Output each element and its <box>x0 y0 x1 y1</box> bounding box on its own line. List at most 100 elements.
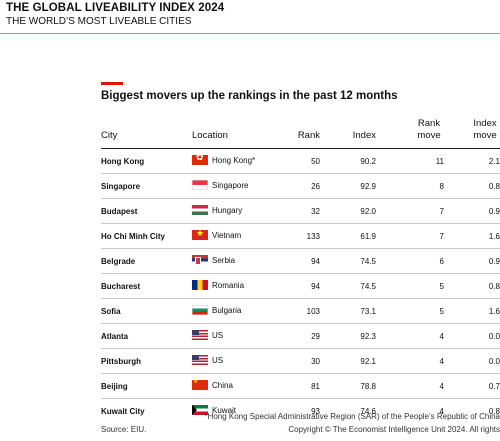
romania-flag-icon <box>192 280 208 290</box>
location-cell: Singapore <box>192 173 286 199</box>
location-label: Singapore <box>212 180 249 190</box>
city-cell: Ho Chi Minh City <box>101 223 192 249</box>
table-row: Budapest Hungary 32 92.0 7 0.9 <box>101 198 500 224</box>
rank-move-cell: 6 <box>376 248 444 274</box>
location-cell: US <box>192 348 286 374</box>
index-move-cell: 0.9 <box>444 198 500 224</box>
rank-cell: 81 <box>286 373 320 399</box>
vietnam-flag-icon <box>192 230 208 240</box>
location-label: Kuwait <box>212 405 237 415</box>
column-header-location: Location <box>192 118 286 149</box>
table-row: Atlanta US 29 92.3 4 0.0 <box>101 323 500 349</box>
source-note: Source: EIU. <box>101 425 147 434</box>
rank-cell: 29 <box>286 323 320 349</box>
table-row: Sofia Bulgaria 103 73.1 5 1.6 <box>101 298 500 324</box>
rank-cell: 103 <box>286 298 320 324</box>
rank-move-cell: 4 <box>439 406 444 416</box>
index-cell: 92.3 <box>320 323 376 349</box>
city-cell: Beijing <box>101 373 192 399</box>
serbia-flag-icon <box>192 255 208 265</box>
index-cell: 74.6 <box>360 406 376 416</box>
report-title: THE GLOBAL LIVEABILITY INDEX 2024 <box>6 2 225 14</box>
index-cell: 92.0 <box>320 198 376 224</box>
city-cell: Singapore <box>101 173 192 199</box>
rank-move-cell: 11 <box>376 148 444 174</box>
index-cell: 74.5 <box>320 273 376 299</box>
rank-move-cell: 7 <box>376 198 444 224</box>
city-cell: Bucharest <box>101 273 192 299</box>
table-row: Pittsburgh US 30 92.1 4 0.0 <box>101 348 500 374</box>
index-move-cell: 1.6 <box>444 223 500 249</box>
index-cell: 90.2 <box>320 148 376 174</box>
location-cell: Serbia <box>192 248 286 274</box>
index-move-cell: 0.0 <box>444 323 500 349</box>
index-cell: 78.8 <box>320 373 376 399</box>
singapore-flag-icon <box>192 180 208 190</box>
location-label: Hungary <box>212 205 243 215</box>
city-cell: Sofia <box>101 298 192 324</box>
city-cell: Belgrade <box>101 248 192 274</box>
copyright-note: Copyright © The Economist Intelligence U… <box>288 425 500 434</box>
hungary-flag-icon <box>192 205 208 215</box>
rank-cell: 30 <box>286 348 320 374</box>
movers-table: City Location Rank Index Rank move Index… <box>101 118 500 423</box>
city-cell: Pittsburgh <box>101 348 192 374</box>
location-cell: China <box>192 373 286 399</box>
index-move-cell: 0.9 <box>444 248 500 274</box>
table-row: Ho Chi Minh City Vietnam 133 61.9 7 1.6 <box>101 223 500 249</box>
rank-move-cell: 4 <box>376 323 444 349</box>
us-flag-icon <box>192 355 208 365</box>
table-header-row: City Location Rank Index Rank move Index… <box>101 118 500 149</box>
rank-move-cell: 4 <box>376 373 444 399</box>
rank-move-cell: 7 <box>376 223 444 249</box>
rank-cell: 94 <box>286 248 320 274</box>
column-header-rank: Rank <box>286 118 320 149</box>
bulgaria-flag-icon <box>192 305 208 315</box>
index-cell: 74.5 <box>320 248 376 274</box>
column-header-city: City <box>101 118 192 149</box>
location-cell: Romania <box>192 273 286 299</box>
rank-cell: 50 <box>286 148 320 174</box>
location-label: Serbia <box>212 255 236 265</box>
location-cell: Hong Kong* <box>192 148 286 174</box>
table-row: Hong Kong Hong Kong* 50 90.2 11 2.1 <box>101 148 500 174</box>
kuwait-flag-icon <box>192 405 208 415</box>
location-cell: US <box>192 323 286 349</box>
index-cell: 92.9 <box>320 173 376 199</box>
column-header-rank-move: Rank move <box>376 118 444 149</box>
city-cell: Hong Kong <box>101 148 192 174</box>
index-move-cell: 0.0 <box>444 348 500 374</box>
index-move-cell: 2.1 <box>444 148 500 174</box>
rank-move-cell: 4 <box>376 348 444 374</box>
location-label: US <box>212 330 224 340</box>
city-cell: Atlanta <box>101 323 192 349</box>
rank-cell: 93 <box>311 406 320 416</box>
rank-cell: 26 <box>286 173 320 199</box>
rank-move-cell: 5 <box>376 298 444 324</box>
city-cell: Kuwait City <box>101 406 145 416</box>
table-row: Bucharest Romania 94 74.5 5 0.8 <box>101 273 500 299</box>
index-move-cell: 1.6 <box>444 298 500 324</box>
table-row: Belgrade Serbia 94 74.5 6 0.9 <box>101 248 500 274</box>
rank-cell: 32 <box>286 198 320 224</box>
section-title: Biggest movers up the rankings in the pa… <box>101 90 398 102</box>
location-label: Hong Kong* <box>212 155 256 165</box>
column-header-index: Index <box>320 118 376 149</box>
footnote: *Hong Kong Special Administrative Region… <box>204 412 500 421</box>
rank-cell: 133 <box>286 223 320 249</box>
index-move-cell: 0.8 <box>444 173 500 199</box>
location-label: US <box>212 355 224 365</box>
location-cell: Vietnam <box>192 223 286 249</box>
header-divider <box>0 33 500 34</box>
location-label: Romania <box>212 280 245 290</box>
report-subtitle: THE WORLD’S MOST LIVEABLE CITIES <box>6 16 192 27</box>
city-cell: Budapest <box>101 198 192 224</box>
table-row: Kuwait City Kuwait 93 74.6 4 0.8 <box>101 399 500 424</box>
table-row: Singapore Singapore 26 92.9 8 0.8 <box>101 173 500 199</box>
hong-kong-flag-icon <box>192 155 208 165</box>
location-cell: Bulgaria <box>192 298 286 324</box>
location-label: Vietnam <box>212 230 242 240</box>
china-flag-icon <box>192 380 208 390</box>
location-label: China <box>212 380 233 390</box>
index-cell: 92.1 <box>320 348 376 374</box>
